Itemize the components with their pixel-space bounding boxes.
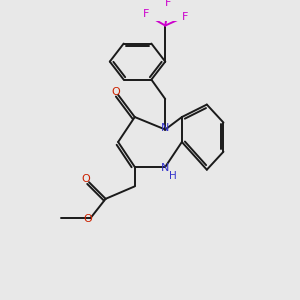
Text: N: N <box>161 163 169 173</box>
Text: O: O <box>81 174 90 184</box>
Text: H: H <box>169 171 177 181</box>
Text: F: F <box>165 0 171 8</box>
Text: N: N <box>161 123 170 133</box>
Text: O: O <box>84 214 93 224</box>
Text: F: F <box>143 10 149 20</box>
Text: O: O <box>111 87 120 97</box>
Text: F: F <box>182 12 189 22</box>
